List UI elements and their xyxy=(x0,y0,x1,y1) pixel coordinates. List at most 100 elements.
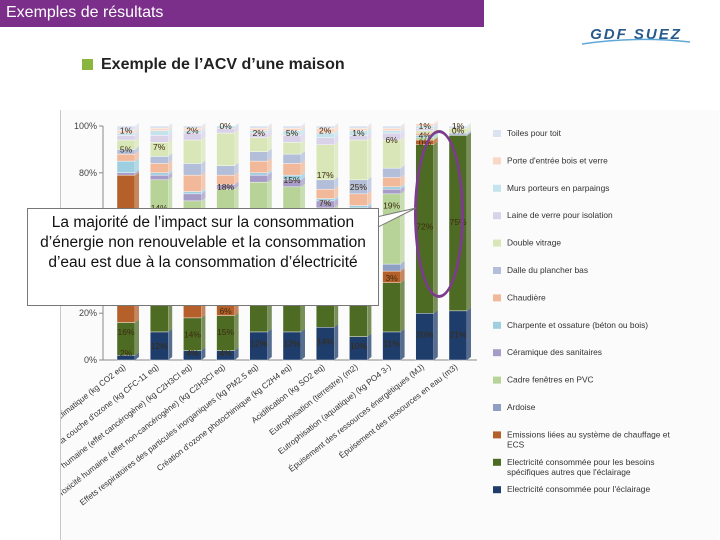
bar-segment-side xyxy=(135,158,139,173)
bar-segment xyxy=(249,174,269,183)
bar-segment-side xyxy=(201,130,206,141)
bar-segment-side xyxy=(400,130,405,141)
bar-segment-side xyxy=(400,190,405,265)
bar-segment-side xyxy=(367,127,372,136)
bar-segment-side xyxy=(433,120,438,126)
bar-segment-side xyxy=(433,310,438,360)
bar-segment xyxy=(349,193,368,206)
bar-segment-side xyxy=(400,127,405,134)
bar-segment-side xyxy=(234,312,239,351)
legend-label: Toiles pour toit xyxy=(507,128,562,138)
bar-segment-side xyxy=(433,123,438,129)
logo-swoosh-icon xyxy=(581,38,691,45)
bar-segment-side xyxy=(267,127,272,134)
bar-segment xyxy=(183,139,202,164)
bar-segment-side xyxy=(234,125,239,134)
bar-segment-side xyxy=(201,347,206,360)
data-label: 5% xyxy=(286,128,299,138)
data-label: 25% xyxy=(350,182,367,192)
data-label: 2% xyxy=(253,128,266,138)
bar-segment-side xyxy=(201,314,206,351)
bar-segment xyxy=(149,303,169,333)
bar-segment xyxy=(382,263,401,272)
data-label: 4% xyxy=(419,130,432,140)
data-label: 0% xyxy=(219,121,232,131)
bar-segment-side xyxy=(201,188,206,194)
bar-segment xyxy=(382,177,401,188)
bar-segment-side xyxy=(367,123,372,129)
bar-segment xyxy=(315,137,335,145)
bar-segment xyxy=(149,128,169,131)
data-label: 14% xyxy=(317,336,334,346)
bar-segment xyxy=(382,167,401,178)
data-label: 15% xyxy=(217,327,234,337)
bar-segment-side xyxy=(400,261,405,272)
data-label: 5% xyxy=(120,144,133,154)
chart-area: 0%20%40%60%80%100%Réchauffement climatiq… xyxy=(60,110,719,540)
bar-segment-side xyxy=(334,195,339,201)
gdf-suez-logo: GDF SUEZ xyxy=(581,26,691,45)
bar-segment-side xyxy=(301,160,305,176)
bar-segment-side xyxy=(168,172,173,180)
bar-segment xyxy=(249,137,269,152)
legend-label: Electricité consommée pour l'éclairage xyxy=(507,484,650,494)
bar-segment-side xyxy=(400,137,405,169)
y-tick-label: 80% xyxy=(79,168,97,178)
legend-swatch xyxy=(493,349,501,357)
callout-box: La majorité de l’impact sur la consommat… xyxy=(27,208,379,306)
bar-segment-side xyxy=(467,307,471,360)
bar-segment-side xyxy=(467,123,471,129)
bar-segment xyxy=(382,128,401,131)
bar-segment-side xyxy=(367,137,372,180)
bar-segment-side xyxy=(267,172,272,183)
data-label: 4% xyxy=(186,348,199,358)
bar-segment xyxy=(149,125,169,129)
bar-segment-side xyxy=(267,123,272,129)
header-bar: Exemples de résultats xyxy=(0,0,484,27)
legend-swatch xyxy=(493,431,501,439)
bar-segment-side xyxy=(467,125,471,134)
x-category-label: Épuisement des ressources en eau (m3) xyxy=(337,362,460,461)
legend-label: Céramique des sanitaires xyxy=(507,347,602,357)
bar-segment-side xyxy=(301,132,305,143)
data-label: 2% xyxy=(319,126,332,136)
bar-segment-side xyxy=(301,125,305,131)
bar-segment-side xyxy=(400,174,405,187)
data-label: 19% xyxy=(383,201,400,211)
bar-segment-side xyxy=(467,132,471,311)
bar-segment-side xyxy=(400,183,405,190)
legend-swatch xyxy=(493,130,501,137)
data-label: 14% xyxy=(151,203,168,213)
data-label: 11% xyxy=(383,339,400,349)
bar-segment-side xyxy=(168,132,173,143)
bar-segment-side xyxy=(234,162,239,176)
acv-stacked-bar-chart: 0%20%40%60%80%100%Réchauffement climatiq… xyxy=(61,120,670,507)
bar-segment-side xyxy=(168,169,173,176)
bar-segment-side xyxy=(301,176,305,187)
bar-segment xyxy=(149,163,169,173)
bar-segment-side xyxy=(367,333,372,360)
bar-segment xyxy=(349,139,368,181)
legend-swatch xyxy=(493,486,501,494)
data-label: 4% xyxy=(219,348,232,358)
legend-label: Double vitrage xyxy=(507,238,561,248)
legend-label: Emissions liées au système de chauffage … xyxy=(507,429,670,439)
bar-segment xyxy=(216,132,235,166)
bar-segment-side xyxy=(168,125,173,131)
highlight-ellipse xyxy=(414,130,464,298)
data-label: 1% xyxy=(419,121,432,131)
legend-swatch xyxy=(493,239,501,247)
bar-segment-side xyxy=(467,130,471,136)
bar-segment-side xyxy=(400,125,405,131)
bar-segment xyxy=(249,151,269,162)
bar-segment-side xyxy=(367,132,372,141)
legend-swatch xyxy=(493,376,501,384)
legend-swatch xyxy=(493,404,501,411)
bar-segment-side xyxy=(135,352,139,360)
legend-label: Cadre fenêtres en PVC xyxy=(507,375,594,385)
bullet-icon xyxy=(82,59,93,70)
bar-segment-side xyxy=(400,186,405,194)
y-tick-label: 0% xyxy=(84,355,97,365)
bar-segment-side xyxy=(201,160,206,176)
bar-segment-side xyxy=(400,268,405,283)
